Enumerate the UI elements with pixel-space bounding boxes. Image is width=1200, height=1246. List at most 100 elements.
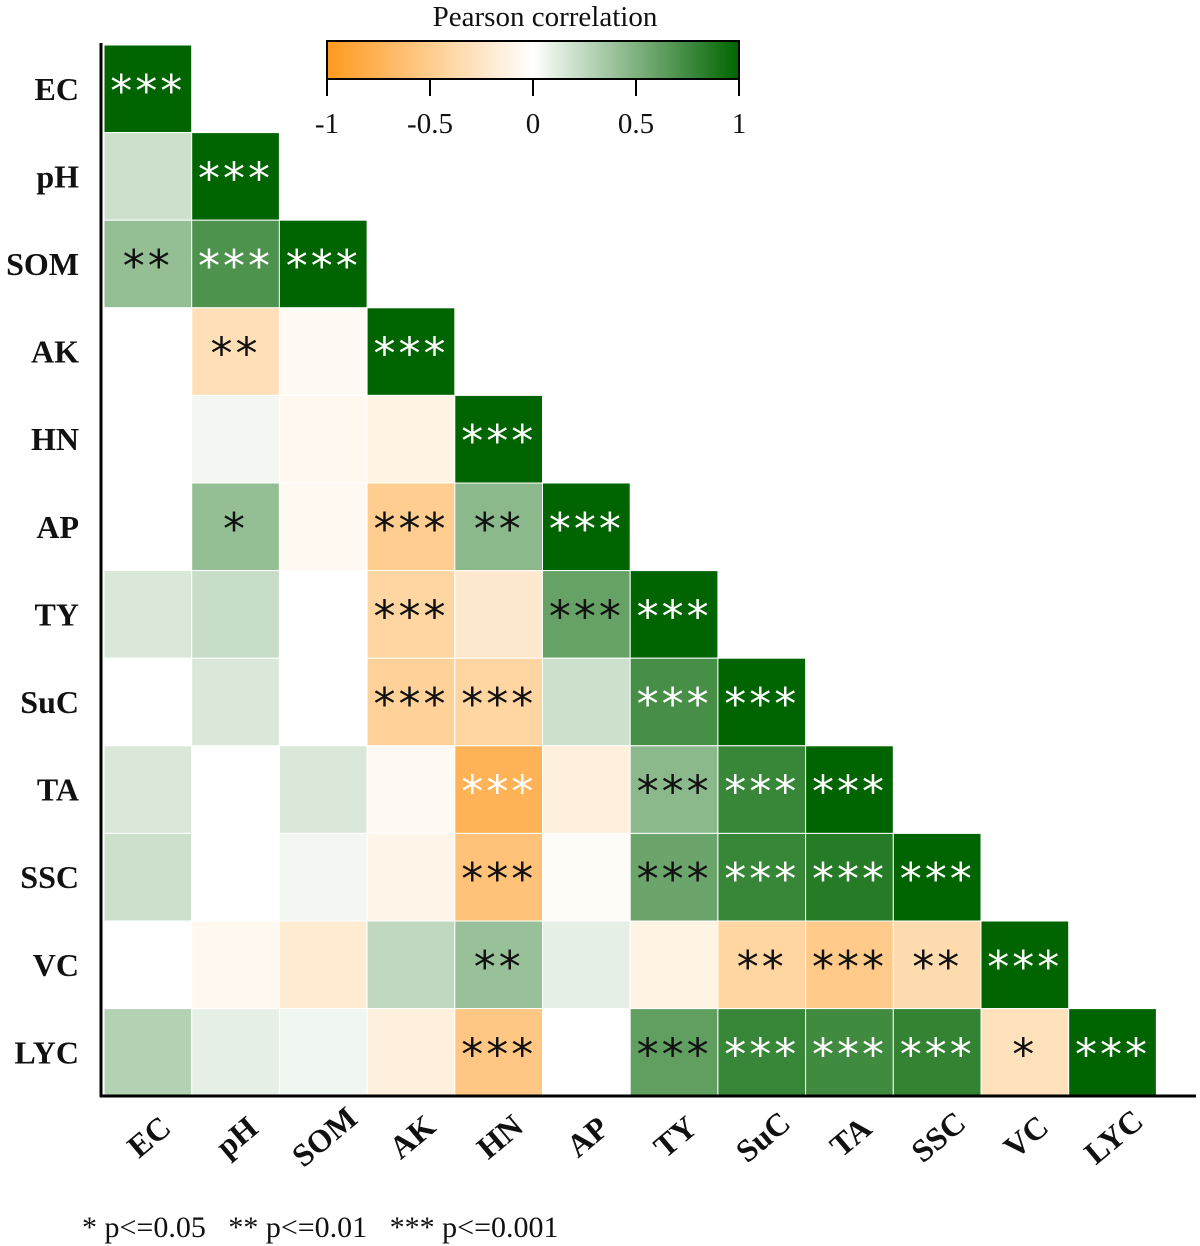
row-label-SuC: SuC: [20, 684, 79, 720]
col-label-LYC: LYC: [1077, 1102, 1150, 1171]
cell-LYC-VC: [980, 1008, 1070, 1097]
cell-TA-EC: [103, 745, 193, 834]
row-label-HN: HN: [31, 421, 79, 457]
cell-TA-TY: [629, 745, 719, 834]
row-label-SOM: SOM: [6, 246, 79, 282]
cell-HN-pH: [191, 394, 280, 484]
cell-LYC-AK: [366, 1008, 456, 1097]
col-label-HN: HN: [470, 1107, 530, 1165]
row-label-pH: pH: [36, 158, 79, 194]
sig-SuC-HN: ***: [461, 679, 536, 730]
cell-AP-AK: [366, 482, 456, 572]
sig-SOM-EC: **: [123, 241, 173, 292]
cell-HN-EC: [103, 394, 193, 484]
sig-AP-AK: ***: [374, 504, 449, 555]
row-label-TY: TY: [35, 596, 79, 632]
cell-SSC-SSC: [892, 832, 982, 922]
cell-SuC-HN: [454, 657, 543, 747]
cell-SuC-SOM: [278, 657, 368, 747]
sig-SuC-SuC: ***: [724, 679, 799, 730]
cell-TA-SOM: [278, 745, 368, 834]
cell-SSC-AP: [542, 832, 631, 922]
row-label-LYC: LYC: [14, 1034, 79, 1070]
cell-TA-SuC: [717, 745, 807, 834]
row-label-EC: EC: [35, 71, 79, 107]
row-label-SSC: SSC: [20, 859, 79, 895]
cell-TA-pH: [191, 745, 280, 834]
cell-SSC-AK: [366, 832, 456, 922]
cell-SOM-SOM: [278, 219, 368, 309]
cell-SuC-AP: [542, 657, 631, 747]
sig-SOM-pH: ***: [198, 241, 273, 292]
sig-SOM-SOM: ***: [286, 241, 361, 292]
cell-TA-AK: [366, 745, 456, 834]
sig-LYC-HN: ***: [461, 1029, 536, 1080]
sig-SuC-AK: ***: [374, 679, 449, 730]
sig-SSC-TY: ***: [637, 854, 712, 905]
cell-SSC-SOM: [278, 832, 368, 922]
cell-SuC-AK: [366, 657, 456, 747]
footnote: * p<=0.05 ** p<=0.01 *** p<=0.001: [82, 1211, 559, 1244]
sig-EC-EC: ***: [110, 66, 185, 117]
sig-SSC-TA: ***: [812, 854, 887, 905]
cell-LYC-LYC: [1068, 1008, 1157, 1097]
cell-SSC-pH: [191, 832, 280, 922]
cell-HN-AK: [366, 394, 456, 484]
sig-HN-HN: ***: [461, 416, 536, 467]
cell-pH-pH: [191, 132, 280, 221]
sig-VC-SuC: **: [737, 942, 787, 993]
sig-AP-pH: *: [223, 504, 248, 555]
row-label-AK: AK: [31, 334, 79, 370]
cell-AK-pH: [191, 307, 280, 396]
sig-LYC-TA: ***: [812, 1029, 887, 1080]
cell-SuC-TY: [629, 657, 719, 747]
sig-LYC-SSC: ***: [900, 1029, 975, 1080]
cell-TY-AK: [366, 570, 456, 659]
colorbar-title: Pearson correlation: [433, 1, 658, 33]
colorbar-tick-label: -0.5: [407, 108, 453, 140]
sig-TY-TY: ***: [637, 591, 712, 642]
sig-VC-HN: **: [474, 942, 524, 993]
sig-TY-AP: ***: [549, 591, 624, 642]
cell-TY-pH: [191, 570, 280, 659]
colorbar: Pearson correlation -1 -0.5 0 0.5 1: [315, 1, 746, 140]
cell-VC-EC: [103, 920, 193, 1010]
sig-LYC-TY: ***: [637, 1029, 712, 1080]
cell-AP-EC: [103, 482, 193, 572]
cell-LYC-AP: [542, 1008, 631, 1097]
cell-AK-SOM: [278, 307, 368, 396]
cell-LYC-EC: [103, 1008, 193, 1097]
col-label-SuC: SuC: [729, 1104, 797, 1169]
row-label-TA: TA: [37, 772, 79, 808]
cell-TY-AP: [542, 570, 631, 659]
sig-AP-HN: **: [474, 504, 524, 555]
cell-VC-VC: [980, 920, 1070, 1010]
cell-AP-AP: [542, 482, 631, 572]
cell-AP-SOM: [278, 482, 368, 572]
cell-LYC-SuC: [717, 1008, 807, 1097]
cell-LYC-SSC: [892, 1008, 982, 1097]
sig-TY-AK: ***: [374, 591, 449, 642]
cell-TA-TA: [805, 745, 894, 834]
cell-LYC-pH: [191, 1008, 280, 1097]
sig-AK-pH: **: [211, 329, 261, 380]
cell-EC-EC: [103, 44, 193, 134]
sig-VC-TA: ***: [812, 942, 887, 993]
cell-SSC-TA: [805, 832, 894, 922]
cell-TY-HN: [454, 570, 543, 659]
sig-AP-AP: ***: [549, 504, 624, 555]
col-label-EC: EC: [120, 1108, 177, 1164]
sig-AK-AK: ***: [374, 329, 449, 380]
cell-LYC-TY: [629, 1008, 719, 1097]
cell-pH-EC: [103, 132, 193, 221]
cell-VC-AK: [366, 920, 456, 1010]
col-label-TY: TY: [646, 1108, 703, 1164]
sig-VC-SSC: **: [912, 942, 962, 993]
colorbar-tick-label: 1: [732, 108, 747, 140]
colorbar-gradient: [326, 40, 740, 80]
sig-TA-HN: ***: [461, 767, 536, 818]
cell-SuC-EC: [103, 657, 193, 747]
cell-TA-HN: [454, 745, 543, 834]
col-label-pH: pH: [209, 1109, 265, 1164]
